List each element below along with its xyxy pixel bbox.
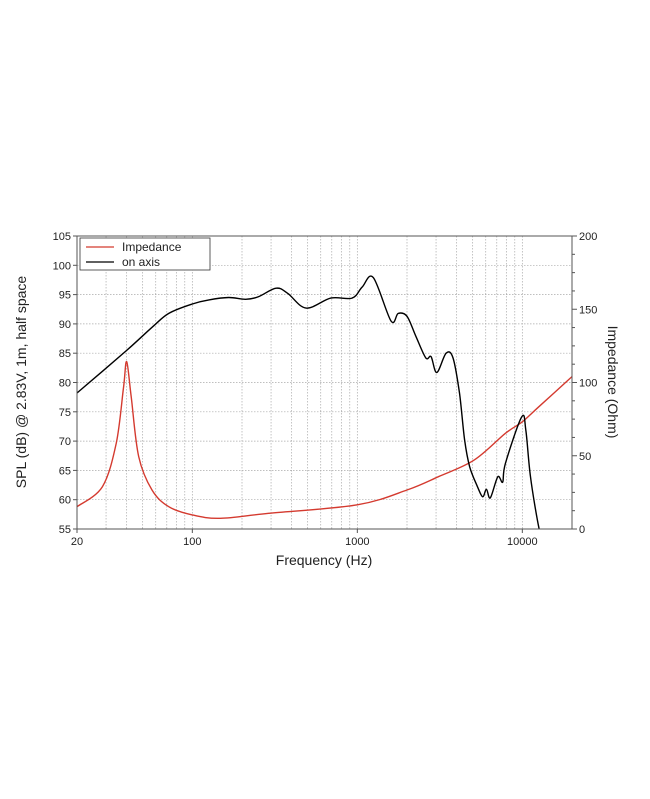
y-tick-label: 65: [59, 465, 71, 477]
y-tick-label: 95: [59, 290, 71, 302]
y-tick-label: 90: [59, 319, 71, 331]
legend-box: [79, 237, 211, 271]
y-tick-label: 60: [59, 495, 71, 507]
ticks: 20 100 1000 10000 55 60 65 70 75 80 85 90 95 100 105 0 5…: [53, 231, 598, 548]
y2-tick-label: 150: [579, 304, 597, 316]
y-tick-label: 75: [59, 407, 71, 419]
y-tick-label: 85: [59, 348, 71, 360]
series-line-on-axis: [77, 275, 540, 529]
legend-label-on-axis: on axis: [122, 255, 160, 269]
x-tick-label: 100: [183, 536, 201, 548]
y-tick-label: 105: [53, 231, 71, 243]
y2-axis-label: Impedance (Ohm): [605, 326, 621, 439]
y2-tick-label: 50: [579, 451, 591, 463]
y-tick-label: 100: [53, 260, 71, 272]
curves: [77, 275, 572, 529]
x-axis-label: Frequency (Hz): [276, 552, 372, 568]
y-tick-label: 70: [59, 436, 71, 448]
legend-label-impedance: Impedance: [122, 240, 182, 254]
x-tick-label: 20: [71, 536, 83, 548]
y-tick-label: 80: [59, 378, 71, 390]
legend: Impedance on axis: [79, 237, 211, 271]
y2-tick-label: 200: [579, 231, 597, 243]
y2-tick-label: 100: [579, 378, 597, 390]
y-tick-label: 55: [59, 524, 71, 536]
y2-tick-label: 0: [579, 524, 585, 536]
grid: [77, 236, 572, 529]
series-line-impedance: [77, 360, 572, 520]
y-axis-label: SPL (dB) @ 2.83V, 1m, half space: [13, 276, 29, 489]
x-tick-label: 10000: [507, 536, 538, 548]
x-tick-label: 1000: [345, 536, 369, 548]
